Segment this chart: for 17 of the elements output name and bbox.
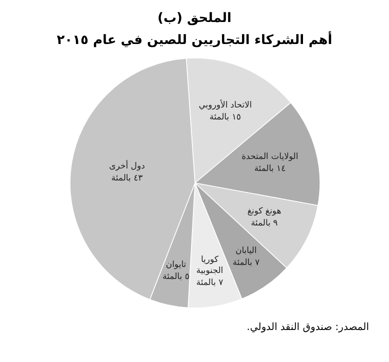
- data-label: ١٥ بالمئة: [210, 112, 241, 123]
- slice-label: تايوان: [166, 260, 187, 270]
- chart-title: الملحق (ب): [158, 11, 232, 26]
- text: المصدر: صندوق النقد الدولي.: [246, 322, 369, 333]
- slice-label: كوريا الجنوبية: [196, 254, 224, 276]
- slice-label: دول أخرى: [109, 160, 146, 172]
- slice-label: الاتحاد الأوروبي: [198, 98, 252, 111]
- data-label: ٧ بالمئة: [232, 258, 260, 268]
- data-label: ٤٣ بالمئة: [111, 174, 144, 184]
- chart-subtitle: أهم الشركاء التجاريين للصين في عام ٢٠١٥: [56, 31, 332, 48]
- data-label: ٥ بالمئة: [162, 272, 190, 282]
- slice-label: الولايات المتحدة: [242, 152, 298, 162]
- data-label: ٩ بالمئة: [250, 218, 278, 229]
- slice-label: اليابان: [235, 246, 257, 256]
- slice-label: هونغ كونغ: [247, 206, 282, 217]
- data-label: ١٤ بالمئة: [254, 164, 286, 174]
- data-label: ٧ بالمئة: [196, 278, 224, 288]
